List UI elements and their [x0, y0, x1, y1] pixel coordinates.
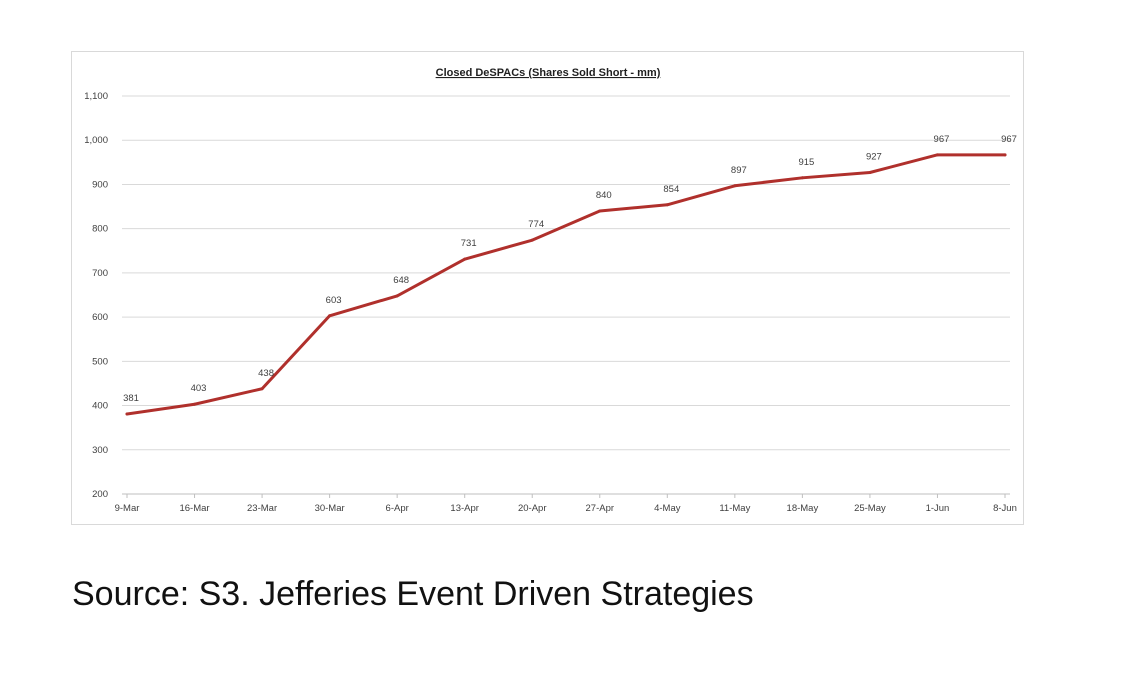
y-tick-label: 300	[92, 445, 108, 456]
x-tick-label: 25-May	[854, 503, 886, 514]
x-tick-label: 27-Apr	[586, 503, 615, 514]
chart-frame: Closed DeSPACs (Shares Sold Short - mm) …	[71, 51, 1024, 525]
data-point	[395, 294, 399, 298]
line-chart: Closed DeSPACs (Shares Sold Short - mm) …	[84, 67, 1017, 514]
y-tick-label: 1,100	[84, 91, 108, 102]
data-point	[260, 387, 264, 391]
axes: 200 300 400 500 600 700 800 900 1,000 1,100 9-Mar 1…	[84, 91, 1017, 514]
data-label: 603	[326, 295, 342, 306]
x-tick-label: 4-May	[654, 503, 681, 514]
data-point	[800, 176, 804, 180]
y-tick-label: 1,000	[84, 135, 108, 146]
data-labels: 381 403 438 603 648 731 774 840 854 897 915 927 967 9…	[123, 134, 1017, 404]
x-tick-label: 9-Mar	[115, 503, 140, 514]
data-point	[1003, 153, 1007, 157]
data-point	[463, 257, 467, 261]
data-point	[193, 402, 197, 406]
data-label: 774	[528, 219, 544, 230]
data-point	[733, 184, 737, 188]
chart-title: Closed DeSPACs (Shares Sold Short - mm)	[436, 67, 661, 79]
y-tick-label: 200	[92, 489, 108, 500]
data-label: 840	[596, 190, 612, 201]
data-label: 967	[934, 134, 950, 145]
data-label: 967	[1001, 134, 1017, 145]
data-label: 915	[798, 157, 814, 168]
data-point	[125, 412, 129, 416]
x-tick-label: 6-Apr	[386, 503, 409, 514]
data-point	[530, 238, 534, 242]
data-point	[598, 209, 602, 213]
x-tick-label: 13-Apr	[450, 503, 479, 514]
series	[125, 153, 1007, 416]
data-point	[328, 314, 332, 318]
data-point	[868, 171, 872, 175]
x-tick-label: 16-Mar	[179, 503, 209, 514]
data-label: 438	[258, 368, 274, 379]
y-tick-label: 700	[92, 268, 108, 279]
data-point	[665, 203, 669, 207]
data-label: 731	[461, 238, 477, 249]
x-tick-label: 1-Jun	[926, 503, 950, 514]
x-tick-label: 23-Mar	[247, 503, 277, 514]
y-tick-label: 500	[92, 356, 108, 367]
x-tick-label: 8-Jun	[993, 503, 1017, 514]
x-tick-label: 30-Mar	[315, 503, 345, 514]
data-label: 854	[663, 184, 679, 195]
y-tick-label: 800	[92, 224, 108, 235]
y-tick-label: 900	[92, 179, 108, 190]
data-label: 897	[731, 165, 747, 176]
y-tick-label: 400	[92, 401, 108, 412]
x-tick-label: 18-May	[787, 503, 819, 514]
gridlines	[122, 95, 1010, 451]
data-label: 648	[393, 275, 409, 286]
data-point	[935, 153, 939, 157]
data-label: 403	[191, 383, 207, 394]
series-line	[125, 153, 1007, 416]
x-tick-label: 20-Apr	[518, 503, 547, 514]
x-tick-label: 11-May	[719, 503, 750, 514]
source-caption: Source: S3. Jefferies Event Driven Strat…	[72, 575, 754, 613]
data-label: 927	[866, 152, 882, 163]
y-tick-label: 600	[92, 312, 108, 323]
data-label: 381	[123, 393, 139, 404]
